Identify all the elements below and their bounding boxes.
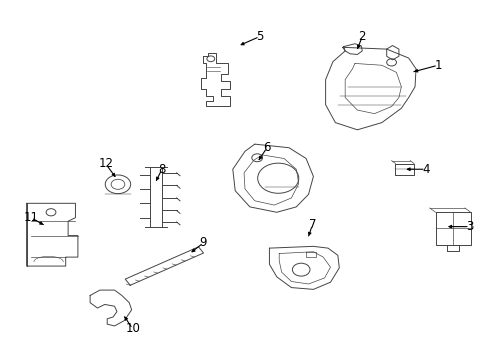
Text: 9: 9 [200, 236, 207, 249]
Text: 2: 2 [359, 30, 366, 43]
Text: 12: 12 [98, 157, 113, 170]
Text: 7: 7 [309, 218, 316, 231]
Text: 11: 11 [24, 211, 39, 224]
Text: 5: 5 [256, 30, 263, 43]
Text: 8: 8 [158, 163, 166, 176]
Text: 3: 3 [466, 220, 473, 233]
Text: 1: 1 [434, 59, 442, 72]
Text: 10: 10 [125, 322, 140, 335]
Text: 6: 6 [263, 141, 271, 154]
Text: 4: 4 [422, 163, 430, 176]
